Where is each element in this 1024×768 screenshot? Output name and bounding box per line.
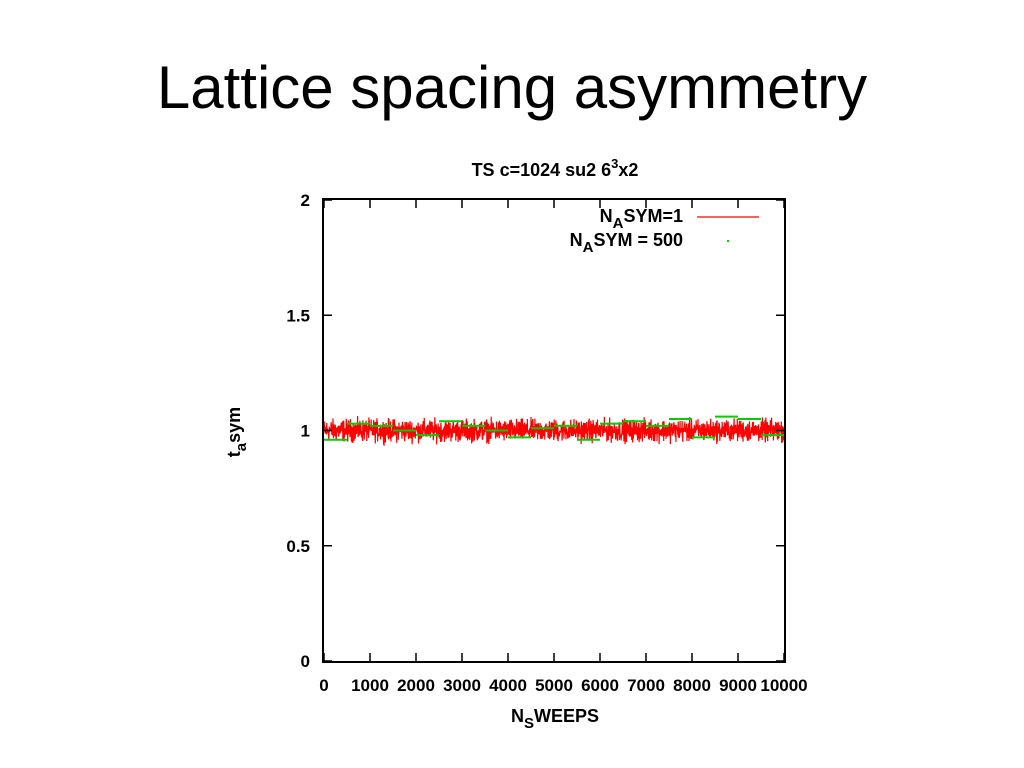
x-tick-label: 2000 xyxy=(397,676,435,695)
x-tick-label: 3000 xyxy=(443,676,481,695)
chart-title-suffix: x2 xyxy=(618,160,638,180)
legend: NASYM=1 NASYM = 500 xyxy=(570,206,759,256)
x-tick-label: 1000 xyxy=(351,676,389,695)
y-axis-label-suffix: sym xyxy=(224,407,244,443)
x-tick-label: 0 xyxy=(319,676,328,695)
legend-2-suffix: SYM = 500 xyxy=(593,230,683,250)
y-tick-label: 1 xyxy=(301,422,310,441)
chart-title-superscript: 3 xyxy=(611,156,618,171)
y-tick-label: 0.5 xyxy=(286,537,310,556)
x-tick-label: 7000 xyxy=(627,676,665,695)
legend-2-main: N xyxy=(570,230,583,250)
slide-title: Lattice spacing asymmetry xyxy=(156,54,868,121)
plot-series xyxy=(323,415,785,446)
y-axis-label-subscript: a xyxy=(233,442,250,451)
legend-swatch-2 xyxy=(727,240,729,242)
y-axis-label-main: t xyxy=(224,451,244,457)
plot-frame xyxy=(322,198,786,663)
x-axis-label: NSWEEPS xyxy=(511,706,599,732)
series-nasym-1-line xyxy=(323,416,785,446)
x-tick-label: 6000 xyxy=(581,676,619,695)
legend-1-main: N xyxy=(600,206,613,226)
legend-label-1: NASYM=1 xyxy=(600,206,683,232)
x-tick-label: 8000 xyxy=(673,676,711,695)
y-tick-label: 1.5 xyxy=(286,306,310,325)
legend-label-2: NASYM = 500 xyxy=(570,230,683,256)
chart-title-main: TS c=1024 su2 6 xyxy=(472,160,612,180)
y-tick-label: 0 xyxy=(301,652,310,671)
x-axis-label-subscript: S xyxy=(524,715,534,732)
axes: 0 0.5 1 1.5 2 0 1000 2000 3000 4000 5000 6000 7000 80… xyxy=(286,191,807,695)
x-axis-label-main: N xyxy=(511,706,524,726)
x-tick-label: 9000 xyxy=(719,676,757,695)
y-tick-label: 2 xyxy=(301,191,310,210)
x-tick-label: 10000 xyxy=(760,676,807,695)
legend-1-suffix: SYM=1 xyxy=(623,206,683,226)
x-tick-label: 5000 xyxy=(535,676,573,695)
x-axis-label-suffix: WEEPS xyxy=(534,706,599,726)
legend-2-subscript: A xyxy=(583,239,594,256)
chart-title: TS c=1024 su2 63x2 xyxy=(472,156,639,180)
legend-1-subscript: A xyxy=(613,215,624,232)
x-tick-label: 4000 xyxy=(489,676,527,695)
y-axis-label: tasym xyxy=(224,407,250,457)
